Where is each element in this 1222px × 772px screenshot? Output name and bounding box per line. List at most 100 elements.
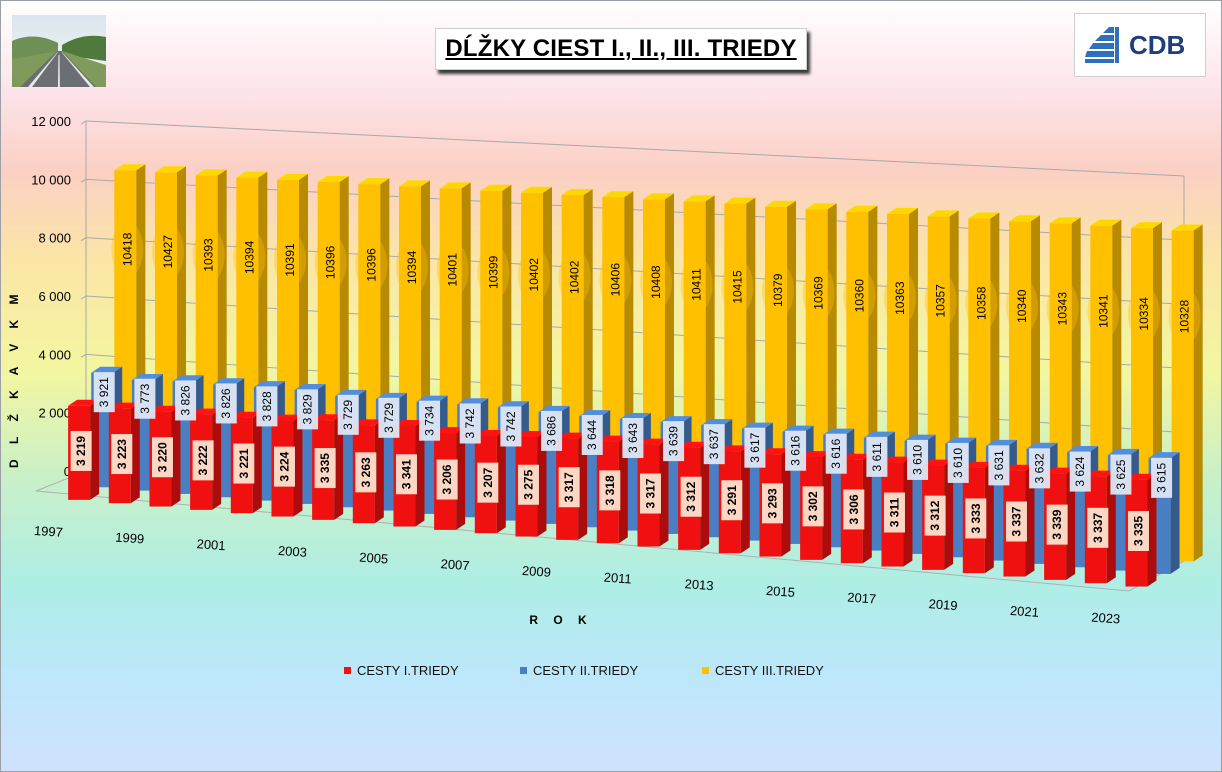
bar-top bbox=[236, 171, 268, 178]
data-label-text: 3 773 bbox=[138, 383, 152, 413]
data-label: 3 263 bbox=[355, 452, 377, 493]
bar-top bbox=[114, 164, 146, 171]
data-label: 3 644 bbox=[581, 414, 603, 455]
data-label: 10427 bbox=[152, 223, 184, 280]
label-glow bbox=[1046, 280, 1079, 337]
gridline bbox=[85, 178, 1185, 241]
bar-top bbox=[172, 375, 204, 382]
data-label-text: 10399 bbox=[486, 255, 500, 289]
data-label-text: 10427 bbox=[161, 235, 175, 269]
x-tick-label: 2023 bbox=[1091, 610, 1121, 627]
label-glow bbox=[1087, 283, 1120, 340]
bar-top bbox=[149, 405, 181, 412]
label-bg bbox=[337, 394, 359, 435]
label-bg bbox=[988, 445, 1010, 486]
bar-top bbox=[660, 416, 692, 423]
data-label: 3 293 bbox=[761, 483, 783, 524]
label-bg bbox=[558, 467, 580, 508]
data-label-text: 10393 bbox=[202, 238, 216, 272]
data-label-text: 3 207 bbox=[481, 467, 495, 497]
y-axis-title-text: D L Ž K A V K M bbox=[7, 288, 21, 468]
label-bg bbox=[1005, 501, 1027, 542]
x-tick-label: 2019 bbox=[928, 596, 958, 613]
data-label-text: 3 631 bbox=[992, 450, 1006, 480]
data-label-text: 3 223 bbox=[115, 439, 129, 469]
bar-side bbox=[537, 430, 547, 537]
bar-side bbox=[171, 405, 181, 507]
label-bg bbox=[581, 414, 603, 455]
label-bg bbox=[924, 495, 946, 536]
data-label-text: 10402 bbox=[568, 260, 582, 294]
bar-top bbox=[922, 459, 954, 466]
data-label: 3 220 bbox=[151, 437, 173, 478]
data-label-text: 3 643 bbox=[626, 423, 640, 453]
bar-side bbox=[252, 411, 262, 514]
label-glow bbox=[884, 270, 916, 327]
gridline-side bbox=[80, 120, 87, 125]
data-label-text: 10408 bbox=[649, 265, 663, 299]
gridline-side bbox=[80, 178, 87, 183]
bar-side bbox=[496, 430, 506, 534]
bar-top bbox=[538, 405, 570, 412]
bar-top bbox=[1148, 452, 1180, 459]
bar-top bbox=[718, 445, 750, 452]
x-tick-label: 2021 bbox=[1009, 603, 1039, 620]
label-bg bbox=[134, 378, 156, 419]
label-glow bbox=[640, 254, 672, 311]
label-glow bbox=[924, 272, 957, 329]
bar-top bbox=[741, 422, 773, 429]
data-label: 10394 bbox=[396, 239, 428, 296]
bar-top bbox=[1131, 222, 1162, 229]
label-bg bbox=[192, 440, 214, 481]
bar-top bbox=[759, 448, 791, 455]
label-glow bbox=[518, 246, 550, 303]
data-label: 3 221 bbox=[233, 443, 255, 484]
gridline-side bbox=[80, 237, 87, 242]
bar-top bbox=[596, 435, 628, 442]
data-label: 3 828 bbox=[256, 386, 278, 427]
bar-top bbox=[579, 410, 611, 417]
label-glow bbox=[558, 249, 591, 306]
label-bg bbox=[1069, 451, 1091, 492]
gridline bbox=[85, 353, 1185, 434]
data-label: 3 317 bbox=[558, 467, 580, 508]
data-label-text: 3 616 bbox=[829, 438, 843, 468]
label-bg bbox=[703, 424, 725, 465]
data-label-text: 3 293 bbox=[765, 488, 779, 518]
bar-top bbox=[230, 411, 262, 418]
label-bg bbox=[419, 400, 441, 441]
legend-label-class1: CESTY I.TRIEDY bbox=[357, 663, 459, 678]
data-label-text: 10401 bbox=[446, 253, 460, 287]
logo-mark-icon bbox=[1085, 27, 1119, 63]
data-label: 3 643 bbox=[622, 417, 644, 458]
bar-side bbox=[903, 456, 913, 567]
data-label-text: 3 220 bbox=[155, 442, 169, 472]
gridline bbox=[85, 295, 1185, 369]
bar-top bbox=[846, 205, 878, 212]
label-bg bbox=[785, 430, 807, 471]
bar-top bbox=[439, 182, 471, 189]
bar-top bbox=[1003, 464, 1035, 471]
data-label-text: 10394 bbox=[405, 250, 419, 284]
bar-top bbox=[195, 169, 227, 176]
bar-top bbox=[91, 366, 123, 373]
label-bg bbox=[256, 386, 278, 427]
x-tick-label: 2009 bbox=[521, 563, 551, 580]
bar-top bbox=[1049, 217, 1081, 224]
bar-side bbox=[781, 448, 791, 557]
data-label-text: 3 318 bbox=[603, 475, 617, 505]
data-label-text: 3 335 bbox=[318, 453, 332, 483]
data-label-text: 3 686 bbox=[545, 416, 559, 446]
data-label: 3 773 bbox=[134, 378, 156, 419]
bar-top bbox=[312, 414, 344, 421]
bar-top bbox=[521, 186, 552, 193]
label-glow bbox=[396, 239, 428, 296]
data-label-text: 3 224 bbox=[277, 451, 291, 481]
label-glow bbox=[721, 258, 754, 315]
data-label: 3 222 bbox=[192, 440, 214, 481]
data-label-text: 3 829 bbox=[301, 394, 315, 424]
bar-top bbox=[782, 425, 814, 432]
legend-label-class2: CESTY II.TRIEDY bbox=[533, 663, 639, 678]
gridline-side bbox=[80, 353, 87, 358]
data-label: 3 306 bbox=[843, 489, 865, 530]
